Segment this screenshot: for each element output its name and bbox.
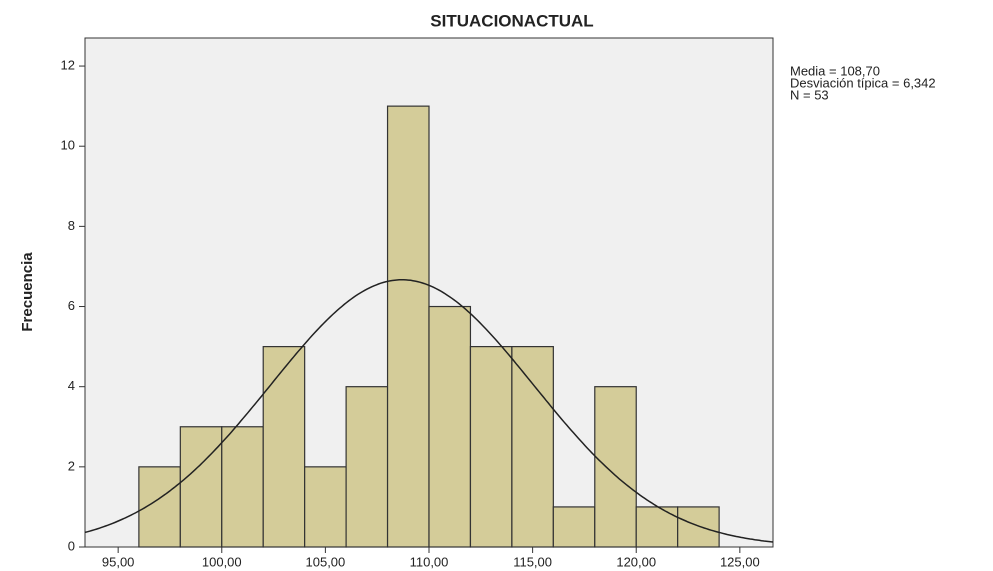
bar [552,506,596,548]
x-tick-label: 125,00 [720,554,760,569]
y-tick-label: 8 [68,218,75,233]
chart-title: SITUACIONACTUAL [430,11,593,30]
x-tick-label: 115,00 [513,554,552,569]
bar [428,305,472,548]
bar [594,386,637,548]
y-tick-label: 0 [68,538,75,553]
bar [221,426,264,548]
stats-annotation: Media = 108,70 [790,63,880,78]
bar [511,346,554,548]
stats-annotation: Desviación típica = 6,342 [790,75,936,90]
normal-curve [84,279,774,543]
y-tick-label: 2 [68,458,75,473]
y-tick-label: 4 [68,378,75,393]
bar [469,346,513,548]
stats-annotation: N = 53 [790,87,829,102]
x-tick-label: 95,00 [102,554,135,569]
x-tick-label: 110,00 [410,554,449,569]
bar [262,346,306,548]
y-tick-label: 12 [61,57,75,72]
bar [345,386,389,548]
y-axis-label: Frecuencia [19,252,36,332]
bar [304,466,347,548]
bar [179,426,223,548]
y-tick-label: 10 [61,138,75,153]
bar [677,506,720,548]
x-tick-label: 120,00 [616,554,656,569]
x-tick-label: 105,00 [306,554,346,569]
bar [386,105,430,548]
bar [635,506,679,548]
x-tick-label: 100,00 [202,554,242,569]
y-tick-label: 6 [68,298,75,313]
